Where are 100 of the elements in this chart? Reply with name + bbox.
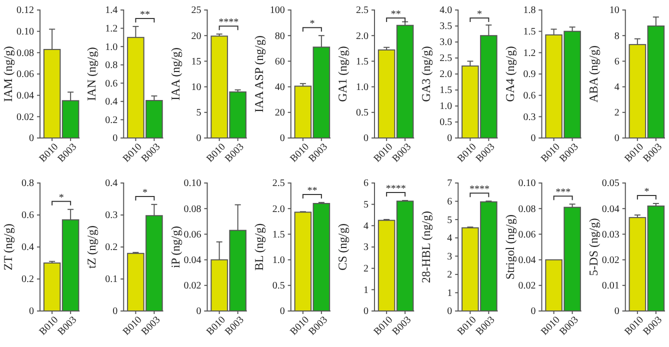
y-axis-title: CS (ng/g)	[336, 223, 350, 271]
y-tick-label: 2.0	[272, 204, 285, 215]
y-tick-label: 0	[196, 133, 202, 144]
y-tick-label: 0	[196, 306, 202, 318]
y-tick-label: 1.0	[105, 42, 118, 53]
annotation: *	[58, 192, 64, 204]
y-tick-label: 2.5	[440, 53, 452, 64]
y-tick-label: 0.3	[523, 112, 536, 123]
y-tick-label: 0.04	[602, 204, 620, 215]
y-tick-label: 0.5	[272, 280, 285, 292]
annotation: ****	[218, 17, 239, 28]
y-tick-label: 1.2	[105, 23, 118, 34]
y-tick-label: 0.06	[518, 229, 536, 240]
y-tick-label: 5	[364, 200, 368, 211]
y-tick-label: 0.2	[22, 274, 34, 286]
y-tick-label: 80	[274, 30, 285, 42]
y-tick-label: 10	[191, 82, 202, 93]
y-tick-label: 0.10	[184, 178, 202, 190]
annotation: **	[140, 9, 150, 20]
y-tick-label: 0.4	[105, 96, 118, 108]
annotation: *	[310, 18, 315, 30]
y-tick-label: 8	[614, 30, 620, 42]
y-tick-label: 2	[614, 108, 620, 119]
y-tick-label: 0	[280, 133, 285, 144]
y-tick-label: 0.03	[602, 229, 620, 240]
y-tick-label: 0	[364, 306, 368, 318]
y-tick-label: 1.5	[356, 56, 368, 68]
y-tick-label: 0.4	[22, 242, 34, 254]
annotation: ***	[556, 187, 571, 198]
y-tick-label: 0	[364, 133, 368, 144]
y-tick-label: 0	[530, 306, 536, 318]
y-tick-label: 0.2	[105, 114, 118, 126]
y-tick-label: 1.5	[523, 26, 536, 38]
y-tick-label: 1.2	[523, 48, 536, 59]
y-tick-label: 0.04	[518, 255, 536, 266]
y-tick-label: 0.9	[523, 69, 536, 80]
y-tick-label: 0.5	[356, 108, 368, 119]
y-axis-title: GA1 (ng/g)	[336, 46, 350, 102]
y-tick-label: 3.0	[440, 37, 452, 48]
y-tick-label: 20	[191, 30, 202, 42]
y-tick-label: 3.5	[440, 21, 452, 32]
y-axis-title: ABA (ng/g)	[586, 45, 600, 102]
y-tick-label: 6	[447, 196, 452, 208]
y-tick-label: 0	[29, 133, 34, 144]
y-tick-label: 0.1	[105, 274, 118, 286]
y-tick-label: 0	[530, 133, 536, 144]
y-tick-label: 0	[447, 306, 452, 318]
y-tick-label: 2.5	[272, 178, 285, 190]
y-tick-label: 0.06	[16, 69, 34, 80]
annotation: **	[390, 9, 401, 20]
y-tick-label: 0.08	[16, 48, 34, 59]
y-tick-label: 5	[447, 214, 452, 226]
annotation: ****	[386, 183, 406, 194]
y-tick-label: 0	[112, 133, 118, 144]
y-tick-label: 0.04	[16, 90, 34, 102]
y-tick-label: 6	[364, 178, 368, 190]
y-tick-label: 0.6	[523, 90, 536, 102]
annotation: ****	[469, 184, 490, 196]
y-tick-label: 0.3	[105, 210, 118, 222]
y-tick-label: 0.12	[16, 5, 34, 16]
y-tick-label: 2	[364, 264, 368, 275]
y-tick-label: 15	[191, 56, 202, 68]
y-tick-label: 0.01	[602, 280, 620, 292]
y-tick-label: 0.02	[16, 112, 34, 123]
y-tick-label: 20	[274, 108, 285, 119]
y-axis-title: iP (ng/g)	[168, 226, 182, 268]
annotation: *	[142, 187, 148, 198]
y-axis-title: Strigol (ng/g)	[502, 214, 517, 280]
y-tick-label: 0.02	[518, 280, 536, 292]
y-axis-title: GA3 (ng/g)	[419, 46, 434, 102]
y-tick-label: 0.05	[602, 178, 620, 190]
y-axis-title: IAN (ng/g)	[84, 47, 99, 101]
y-tick-label: 0.6	[22, 210, 34, 222]
y-axis-title: ZT (ng/g)	[1, 224, 15, 270]
annotation: **	[307, 185, 318, 196]
y-tick-label: 4	[614, 82, 620, 93]
y-tick-label: 6	[614, 56, 620, 68]
y-tick-label: 1.0	[356, 82, 368, 93]
y-axis-title: 28-HBL (ng/g)	[419, 211, 434, 283]
y-tick-label: 0.08	[184, 204, 202, 215]
y-tick-label: 1.5	[440, 85, 452, 96]
y-tick-label: 3	[364, 242, 368, 254]
y-axis-title: IAM (ng/g)	[1, 46, 15, 102]
y-tick-label: 10	[609, 5, 620, 16]
y-tick-label: 0	[280, 306, 285, 318]
y-axis-title: tZ (ng/g)	[84, 226, 99, 268]
y-tick-label: 1.0	[272, 255, 285, 266]
annotation: *	[644, 186, 650, 198]
y-axis-title: 5-DS (ng/g)	[586, 218, 600, 276]
y-tick-label: 0.8	[105, 60, 118, 72]
y-tick-label: 0.2	[105, 242, 118, 254]
y-tick-label: 4	[364, 220, 368, 232]
y-tick-label: 0.5	[440, 117, 452, 128]
y-tick-label: 1	[364, 284, 368, 296]
y-tick-label: 0.02	[184, 280, 202, 292]
y-tick-label: 0.10	[518, 178, 536, 190]
y-tick-label: 2.5	[356, 5, 368, 16]
y-tick-label: 7	[447, 178, 452, 190]
y-tick-label: 0.06	[184, 229, 202, 240]
y-tick-label: 0.6	[105, 78, 118, 90]
